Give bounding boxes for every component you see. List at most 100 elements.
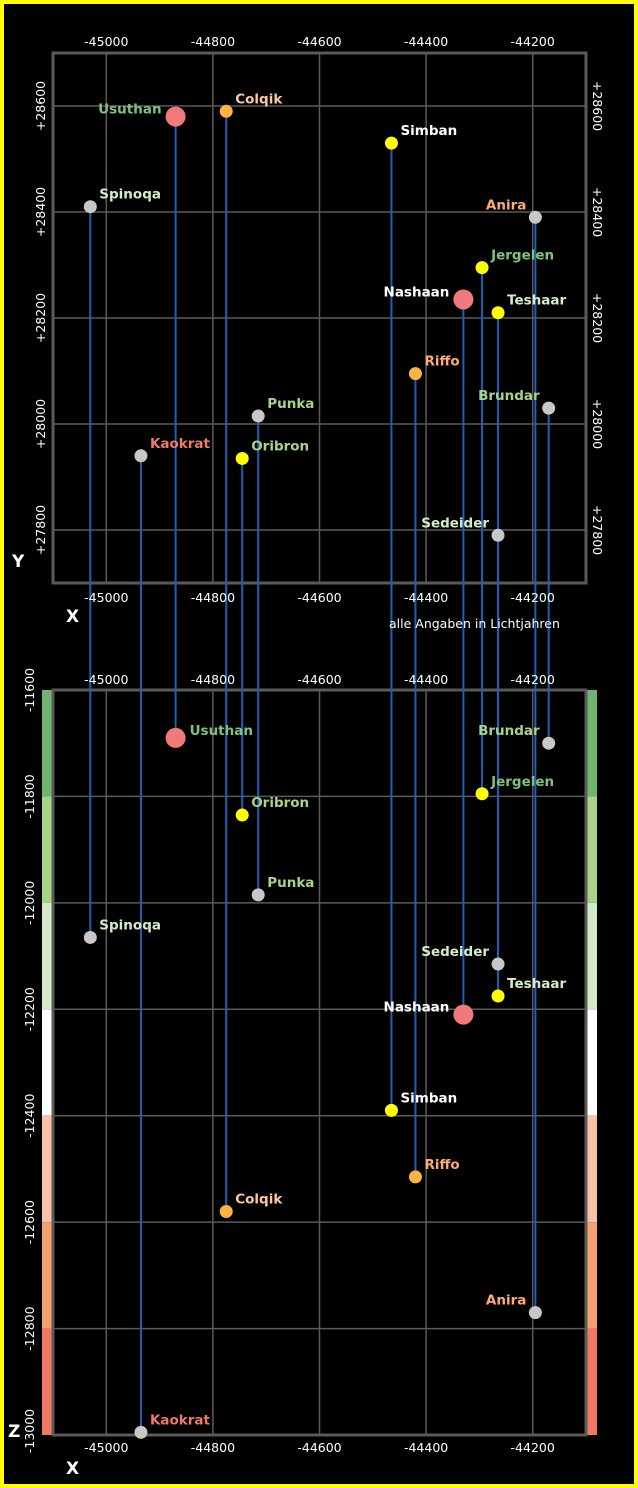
side-x-axis-label: X <box>66 1459 79 1479</box>
side-xtick-bottom-2: -44600 <box>297 1440 341 1455</box>
side-point-brundar <box>542 736 556 750</box>
top-point-riffo <box>408 367 422 381</box>
top-label-anira: Anira <box>486 197 526 213</box>
z-band-left-5 <box>42 1222 53 1329</box>
top-xtick-bottom-1: -44800 <box>191 590 235 605</box>
top-xtick-top-2: -44600 <box>297 34 341 49</box>
side-xtick-top-2: -44600 <box>297 672 341 687</box>
top-ytick-right-2: +28200 <box>590 293 605 343</box>
top-label-jergelen: Jergelen <box>490 248 554 264</box>
top-label-sedeider: Sedeider <box>421 515 489 531</box>
side-label-usuthan: Usuthan <box>190 723 253 739</box>
top-point-kaokrat <box>134 449 148 463</box>
top-label-brundar: Brundar <box>478 388 540 404</box>
top-xtick-bottom-4: -44200 <box>511 590 555 605</box>
z-band-right-5 <box>586 1222 597 1329</box>
top-plot-box <box>51 51 588 585</box>
top-ytick-right-4: +28600 <box>590 81 605 131</box>
side-label-punka: Punka <box>267 875 314 891</box>
side-point-spinoqa <box>83 930 97 944</box>
side-label-anira: Anira <box>486 1293 526 1309</box>
side-label-sedeider: Sedeider <box>421 944 489 960</box>
side-point-simban <box>384 1103 398 1117</box>
side-point-nashaan <box>453 1004 474 1025</box>
side-ztick-6: -12800 <box>22 1306 37 1350</box>
z-band-left-3 <box>42 1009 53 1116</box>
drop-lines <box>89 111 550 1433</box>
star-markers <box>83 104 556 1439</box>
side-xtick-bottom-0: -45000 <box>84 1440 128 1455</box>
side-point-riffo <box>408 1170 422 1184</box>
top-point-anira <box>528 210 542 224</box>
z-band-right-1 <box>586 796 597 903</box>
top-ytick-left-3: +28400 <box>33 187 48 237</box>
side-ztick-4: -12400 <box>22 1094 37 1138</box>
top-point-brundar <box>542 401 556 415</box>
top-label-riffo: Riffo <box>424 354 459 370</box>
side-label-teshaar: Teshaar <box>507 976 566 992</box>
side-xtick-top-0: -45000 <box>84 672 128 687</box>
top-ytick-left-4: +28600 <box>33 81 48 131</box>
top-y-axis-label: Y <box>11 552 25 572</box>
side-ztick-3: -12200 <box>22 987 37 1031</box>
side-label-spinoqa: Spinoqa <box>99 917 161 933</box>
top-label-kaokrat: Kaokrat <box>150 436 211 452</box>
side-ztick-1: -11800 <box>22 774 37 818</box>
side-point-punka <box>251 888 265 902</box>
top-point-spinoqa <box>83 200 97 214</box>
star-labels: Usuthan Usuthan Colqik Colqik Simban Simban Sp… <box>98 91 566 1428</box>
top-xtick-top-0: -45000 <box>84 34 128 49</box>
z-band-right-6 <box>586 1328 597 1435</box>
side-label-simban: Simban <box>400 1090 457 1106</box>
side-point-oribron <box>235 808 249 822</box>
side-xtick-top-4: -44200 <box>511 672 555 687</box>
top-point-simban <box>384 136 398 150</box>
z-band-right-3 <box>586 1009 597 1116</box>
side-ztick-0: -11600 <box>22 668 37 712</box>
top-x-axis-label: X <box>66 607 79 627</box>
side-label-nashaan: Nashaan <box>384 1000 450 1016</box>
top-label-punka: Punka <box>267 396 314 412</box>
top-point-colqik <box>219 104 233 118</box>
side-label-kaokrat: Kaokrat <box>150 1412 211 1428</box>
tick-labels: -45000 -45000 -44800 -44800 -44600 -44600 -444… <box>22 34 605 1455</box>
side-xtick-top-3: -44400 <box>404 672 448 687</box>
z-band-left-4 <box>42 1115 53 1223</box>
top-point-sedeider <box>491 528 505 542</box>
side-point-jergelen <box>475 787 489 801</box>
z-band-left-0 <box>42 690 53 797</box>
top-ytick-left-2: +28200 <box>33 293 48 343</box>
z-band-left-6 <box>42 1328 53 1435</box>
top-xtick-top-3: -44400 <box>404 34 448 49</box>
side-point-anira <box>528 1306 542 1320</box>
side-xtick-top-1: -44800 <box>191 672 235 687</box>
z-band-left-2 <box>42 902 53 1010</box>
top-label-usuthan: Usuthan <box>98 102 161 118</box>
top-label-spinoqa: Spinoqa <box>99 187 161 203</box>
side-point-sedeider <box>491 957 505 971</box>
top-ytick-right-0: +27800 <box>590 505 605 555</box>
z-band-right-4 <box>586 1115 597 1223</box>
top-label-teshaar: Teshaar <box>507 293 566 309</box>
side-xtick-bottom-3: -44400 <box>404 1440 448 1455</box>
top-point-usuthan <box>165 106 186 127</box>
top-ytick-right-3: +28400 <box>590 187 605 237</box>
top-point-nashaan <box>453 289 474 310</box>
side-plot-box <box>51 688 588 1437</box>
side-z-axis-label: Z <box>8 1422 20 1442</box>
top-point-jergelen <box>475 261 489 275</box>
top-xtick-bottom-0: -45000 <box>84 590 128 605</box>
z-band-right-0 <box>586 690 597 797</box>
top-label-nashaan: Nashaan <box>384 284 450 300</box>
top-ytick-left-0: +27800 <box>33 505 48 555</box>
top-label-simban: Simban <box>400 123 457 139</box>
top-xtick-top-1: -44800 <box>191 34 235 49</box>
side-xtick-bottom-1: -44800 <box>191 1440 235 1455</box>
top-ytick-left-1: +28000 <box>33 399 48 449</box>
side-xtick-bottom-4: -44200 <box>511 1440 555 1455</box>
top-xtick-bottom-3: -44400 <box>404 590 448 605</box>
top-ytick-right-1: +28000 <box>590 399 605 449</box>
top-xtick-top-4: -44200 <box>511 34 555 49</box>
